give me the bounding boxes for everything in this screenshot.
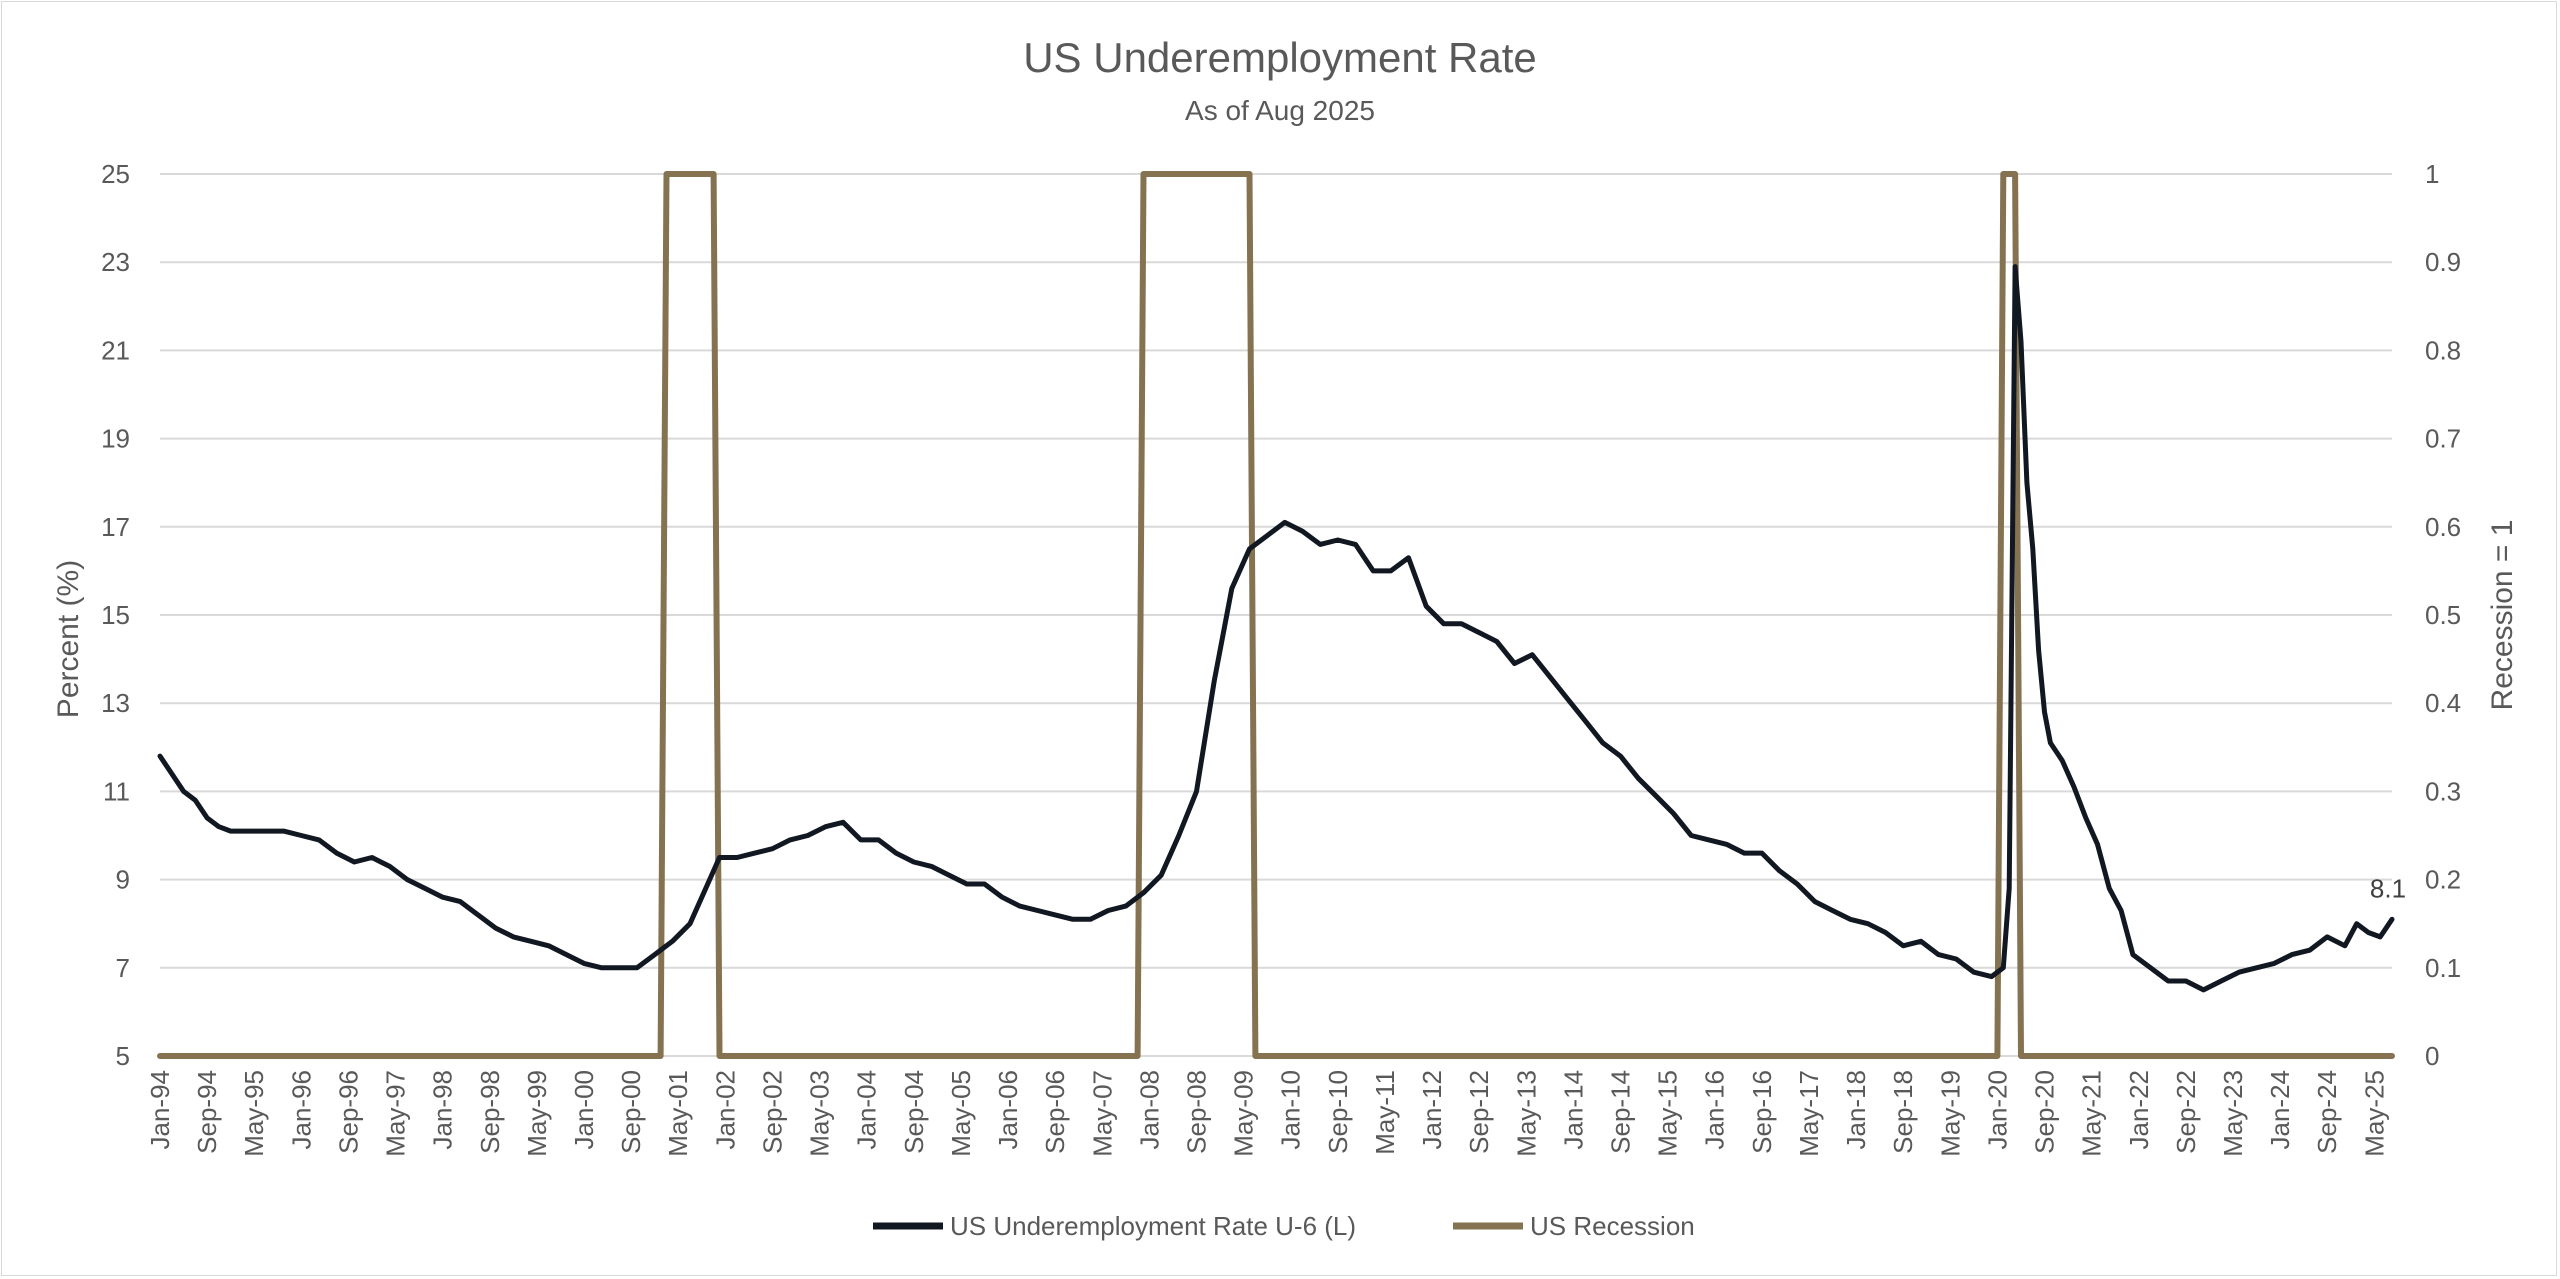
right-tick-label: 0.4 xyxy=(2425,688,2461,718)
right-tick-label: 0 xyxy=(2425,1041,2439,1071)
x-tick-label: May-13 xyxy=(1511,1070,1541,1157)
right-tick-label: 0.6 xyxy=(2425,512,2461,542)
x-tick-label: Jan-98 xyxy=(428,1070,458,1150)
x-tick-label: Sep-00 xyxy=(616,1070,646,1154)
gridlines xyxy=(160,173,2392,1057)
right-tick-label: 0.8 xyxy=(2425,335,2461,365)
x-tick-label: Jan-18 xyxy=(1841,1070,1871,1150)
x-tick-label: Jan-22 xyxy=(2124,1070,2154,1150)
x-tick-label: Sep-22 xyxy=(2171,1070,2201,1154)
x-tick-label: Jan-16 xyxy=(1700,1070,1730,1150)
x-tick-label: Sep-06 xyxy=(1040,1070,1070,1154)
x-tick-label: Sep-96 xyxy=(333,1070,363,1154)
x-tick-label: May-03 xyxy=(805,1070,835,1157)
x-tick-label: Sep-10 xyxy=(1323,1070,1353,1154)
x-tick-label: Sep-14 xyxy=(1606,1070,1636,1154)
x-tick-label: Jan-24 xyxy=(2265,1070,2295,1150)
x-tick-label: Sep-98 xyxy=(475,1070,505,1154)
x-tick-label: May-25 xyxy=(2359,1070,2389,1157)
x-tick-label: Jan-94 xyxy=(145,1070,175,1150)
x-tick-label: May-21 xyxy=(2077,1070,2107,1157)
right-tick-label: 1 xyxy=(2425,159,2439,189)
x-tick-label: Jan-02 xyxy=(710,1070,740,1150)
x-tick-label: Sep-04 xyxy=(899,1070,929,1154)
left-tick-label: 19 xyxy=(101,424,130,454)
x-tick-label: Jan-06 xyxy=(993,1070,1023,1150)
x-tick-label: May-09 xyxy=(1229,1070,1259,1157)
x-tick-label: May-17 xyxy=(1794,1070,1824,1157)
annotations: 8.1 xyxy=(2370,873,2406,903)
series-group xyxy=(157,171,2395,1059)
chart-subtitle: As of Aug 2025 xyxy=(1185,95,1375,126)
left-tick-label: 23 xyxy=(101,247,130,277)
series-line-recession xyxy=(157,171,2395,1059)
left-axis-title: Percent (%) xyxy=(52,560,85,718)
x-tick-label: May-15 xyxy=(1653,1070,1683,1157)
right-tick-label: 0.9 xyxy=(2425,247,2461,277)
left-tick-label: 5 xyxy=(116,1041,130,1071)
x-tick-label: May-97 xyxy=(381,1070,411,1157)
left-tick-label: 15 xyxy=(101,600,130,630)
x-tick-label: Sep-24 xyxy=(2312,1070,2342,1154)
x-tick-label: May-99 xyxy=(522,1070,552,1157)
left-axis-ticks: 5 7 9 11 13 15 17 19 21 23 25 xyxy=(101,159,130,1071)
right-tick-label: 0.7 xyxy=(2425,424,2461,454)
x-tick-label: Sep-94 xyxy=(192,1070,222,1154)
x-tick-label: Jan-14 xyxy=(1558,1070,1588,1150)
left-tick-label: 7 xyxy=(116,953,130,983)
x-tick-label: May-19 xyxy=(1935,1070,1965,1157)
x-tick-label: Jan-96 xyxy=(286,1070,316,1150)
x-tick-label: May-95 xyxy=(239,1070,269,1157)
x-tick-label: Sep-18 xyxy=(1888,1070,1918,1154)
right-axis-ticks: 0 0.1 0.2 0.3 0.4 0.5 0.6 0.7 0.8 0.9 1 xyxy=(2425,159,2461,1071)
left-tick-label: 13 xyxy=(101,688,130,718)
left-tick-label: 21 xyxy=(101,335,130,365)
x-tick-label: Jan-12 xyxy=(1417,1070,1447,1150)
data-label-last-value: 8.1 xyxy=(2370,873,2406,903)
x-tick-label: Jan-04 xyxy=(852,1070,882,1150)
x-tick-label: May-07 xyxy=(1087,1070,1117,1157)
left-tick-label: 9 xyxy=(116,865,130,895)
right-tick-label: 0.1 xyxy=(2425,953,2461,983)
left-tick-label: 25 xyxy=(101,159,130,189)
series-line-u6 xyxy=(157,264,2395,993)
x-tick-label: May-01 xyxy=(663,1070,693,1157)
x-tick-label: Jan-20 xyxy=(1982,1070,2012,1150)
right-tick-label: 0.5 xyxy=(2425,600,2461,630)
x-tick-label: Jan-00 xyxy=(569,1070,599,1150)
x-tick-label: Sep-12 xyxy=(1464,1070,1494,1154)
right-tick-label: 0.3 xyxy=(2425,776,2461,806)
legend-label-u6: US Underemployment Rate U-6 (L) xyxy=(950,1211,1356,1241)
x-tick-label: Jan-08 xyxy=(1134,1070,1164,1150)
legend-label-recession: US Recession xyxy=(1530,1211,1695,1241)
legend: US Underemployment Rate U-6 (L) US Reces… xyxy=(873,1211,1695,1241)
x-tick-label: Sep-08 xyxy=(1181,1070,1211,1154)
x-tick-label: May-11 xyxy=(1370,1070,1400,1155)
left-tick-label: 17 xyxy=(101,512,130,542)
x-tick-label: May-05 xyxy=(946,1070,976,1157)
right-tick-label: 0.2 xyxy=(2425,865,2461,895)
x-tick-label: Sep-02 xyxy=(757,1070,787,1154)
x-tick-label: Jan-10 xyxy=(1276,1070,1306,1150)
chart-title: US Underemployment Rate xyxy=(1023,34,1537,81)
x-axis-ticks: Jan-94 Sep-94 May-95 Jan-96 Sep-96 May-97 Jan-… xyxy=(145,1070,2389,1157)
right-axis-title: Recession = 1 xyxy=(2486,520,2519,711)
x-tick-label: Sep-20 xyxy=(2030,1070,2060,1154)
x-tick-label: Sep-16 xyxy=(1747,1070,1777,1154)
x-tick-label: May-23 xyxy=(2218,1070,2248,1157)
left-tick-label: 11 xyxy=(103,776,130,806)
